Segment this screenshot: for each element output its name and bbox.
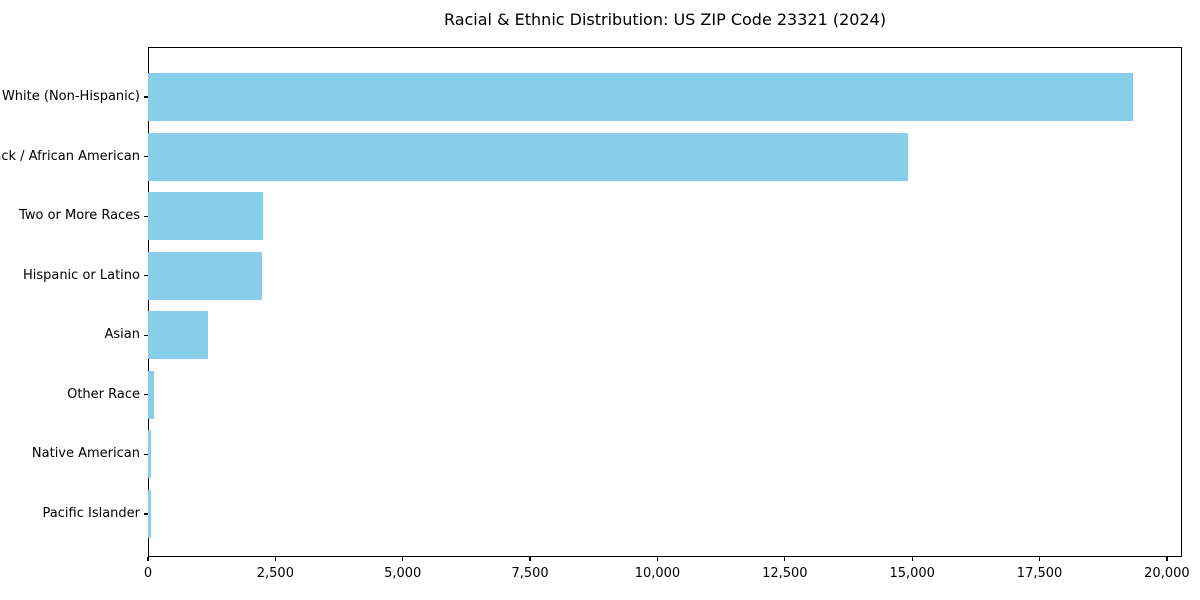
y-axis-tick (144, 275, 148, 277)
y-tick-label-native-american: Native American (31, 446, 140, 462)
x-tick-label-2500: 2,500 (256, 566, 294, 581)
plot-area: White (Non-Hispanic) Black / African Amer… (0, 47, 1190, 581)
bar-asian (148, 311, 208, 360)
y-tick-label-other-race: Other Race (67, 386, 140, 402)
y-axis-tick (144, 453, 148, 455)
x-axis-tick (402, 557, 404, 561)
bar-two-or-more-races (148, 192, 263, 241)
y-axis-tick (144, 394, 148, 396)
x-tick-label-7500: 7,500 (511, 566, 549, 581)
y-tick-label-pacific-islander: Pacific Islander (42, 505, 140, 521)
x-tick-label-0: 0 (143, 566, 153, 581)
chart-title: Racial & Ethnic Distribution: US ZIP Cod… (443, 10, 887, 29)
bar-white-non-hispanic (148, 73, 1133, 121)
x-tick-label-20000: 20,000 (1144, 566, 1190, 581)
x-axis-tick (274, 557, 276, 561)
y-tick-label-hispanic-or-latino: Hispanic or Latino (22, 267, 140, 283)
x-tick-label-17500: 17,500 (1016, 566, 1063, 581)
y-axis-tick (144, 334, 148, 336)
x-axis-tick (529, 557, 531, 561)
y-tick-label-white-non-hispanic: White (Non-Hispanic) (1, 89, 140, 104)
x-tick-label-12500: 12,500 (762, 566, 808, 581)
x-axis-tick (784, 557, 786, 561)
x-axis-tick (656, 557, 659, 561)
y-tick-label-black-african-american: Black / African American (0, 148, 140, 164)
bar-other-race (148, 370, 155, 419)
bar-black-african-american (148, 132, 909, 181)
x-axis-tick (147, 557, 149, 561)
bar-hispanic-or-latino (148, 251, 262, 300)
y-axis-tick (144, 513, 148, 515)
y-tick-label-asian: Asian (104, 327, 140, 343)
x-tick-label-5000: 5,000 (384, 566, 422, 581)
x-axis-tick (1166, 557, 1168, 561)
bar-native-american (148, 430, 152, 479)
y-axis-tick (144, 215, 148, 217)
x-axis-tick (1038, 557, 1041, 561)
bar-pacific-islander (148, 489, 151, 538)
plot-border (148, 47, 1182, 557)
y-axis-tick (144, 96, 148, 98)
x-tick-label-15000: 15,000 (889, 566, 935, 581)
y-tick-label-two-or-more-races: Two or More Races (19, 208, 140, 224)
y-axis-tick (144, 155, 148, 158)
x-tick-label-10000: 10,000 (634, 566, 681, 581)
x-axis-tick (911, 557, 913, 561)
